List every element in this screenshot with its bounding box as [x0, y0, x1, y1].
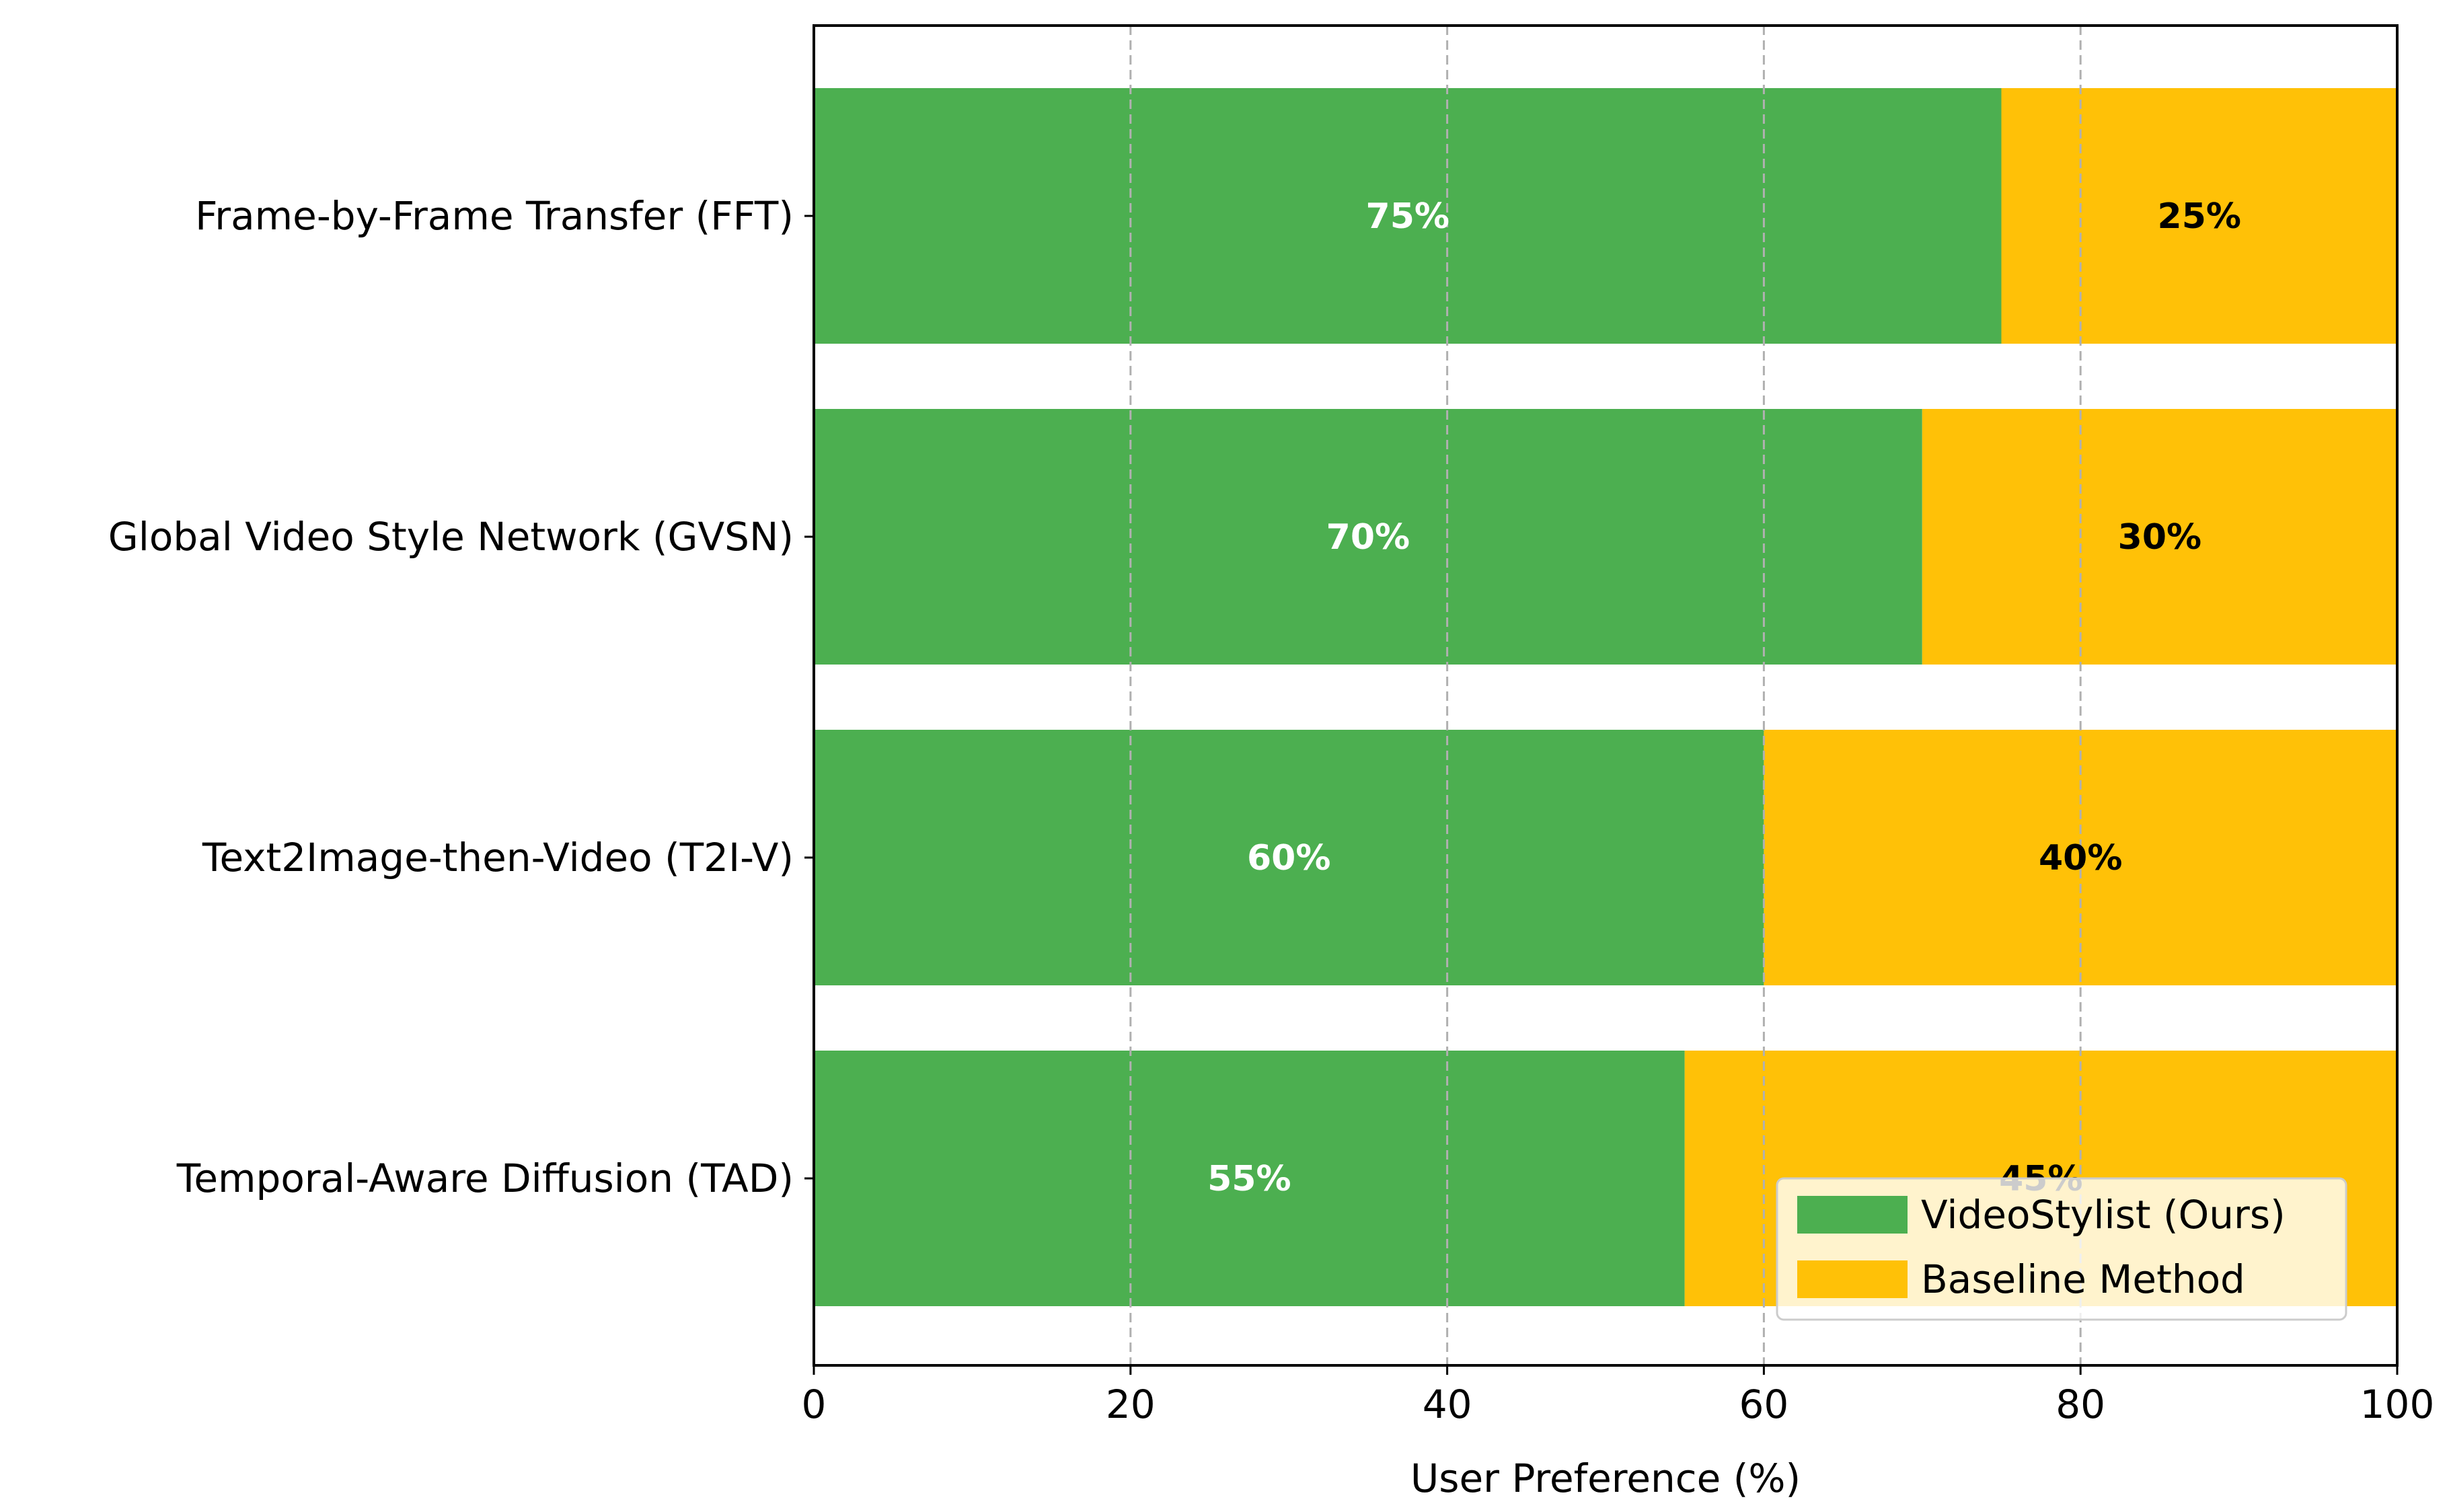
y-tick-label-3: Temporal-Aware Diffusion (TAD) [176, 1156, 794, 1201]
bar-ours-1 [814, 409, 1922, 665]
y-tick-label-2: Text2Image-then-Video (T2I-V) [202, 835, 794, 880]
bar-label-ours-2: 60% [1247, 838, 1330, 878]
bar-label-ours-3: 55% [1207, 1159, 1291, 1199]
x-tick-label-40: 40 [1423, 1382, 1472, 1427]
x-tick-label-80: 80 [2056, 1382, 2105, 1427]
bar-ours-0 [814, 88, 2002, 344]
y-tick-label-1: Global Video Style Network (GVSN) [108, 514, 794, 560]
bar-label-baseline-2: 40% [2039, 838, 2122, 878]
plot-frame [813, 24, 2399, 1367]
legend-swatch-ours [1797, 1196, 1908, 1234]
bar-label-baseline-1: 30% [2118, 517, 2201, 558]
bar-label-ours-0: 75% [1366, 196, 1449, 237]
legend-label-baseline: Baseline Method [1921, 1256, 2245, 1302]
bar-label-ours-1: 70% [1326, 517, 1410, 558]
y-tick-label-0: Frame-by-Frame Transfer (FFT) [195, 193, 794, 239]
legend-label-ours: VideoStylist (Ours) [1921, 1192, 2286, 1238]
x-axis-ticks: 0 20 40 60 80 100 [802, 1365, 2435, 1427]
bars-layer [814, 88, 2397, 1306]
bar-baseline-0 [2001, 88, 2397, 344]
x-tick-label-60: 60 [1739, 1382, 1788, 1427]
x-tick-label-0: 0 [802, 1382, 827, 1427]
legend-swatch-baseline [1797, 1260, 1908, 1298]
grid-layer [1129, 26, 2082, 1365]
bar-labels-layer: 75%25%70%30%60%40%55%45% [1207, 196, 2241, 1199]
bar-ours-3 [814, 1051, 1685, 1306]
x-tick-label-100: 100 [2360, 1382, 2435, 1427]
bar-baseline-1 [1922, 409, 2397, 665]
bar-ours-2 [814, 730, 1764, 985]
bar-label-baseline-0: 25% [2158, 196, 2241, 237]
legend-box [1776, 1177, 2347, 1321]
x-axis-label: User Preference (%) [1410, 1456, 1801, 1501]
y-axis-ticks: Frame-by-Frame Transfer (FFT) Global Vide… [108, 193, 814, 1201]
x-tick-label-20: 20 [1106, 1382, 1156, 1427]
legend: VideoStylist (Ours) Baseline Method [1776, 1177, 2347, 1321]
